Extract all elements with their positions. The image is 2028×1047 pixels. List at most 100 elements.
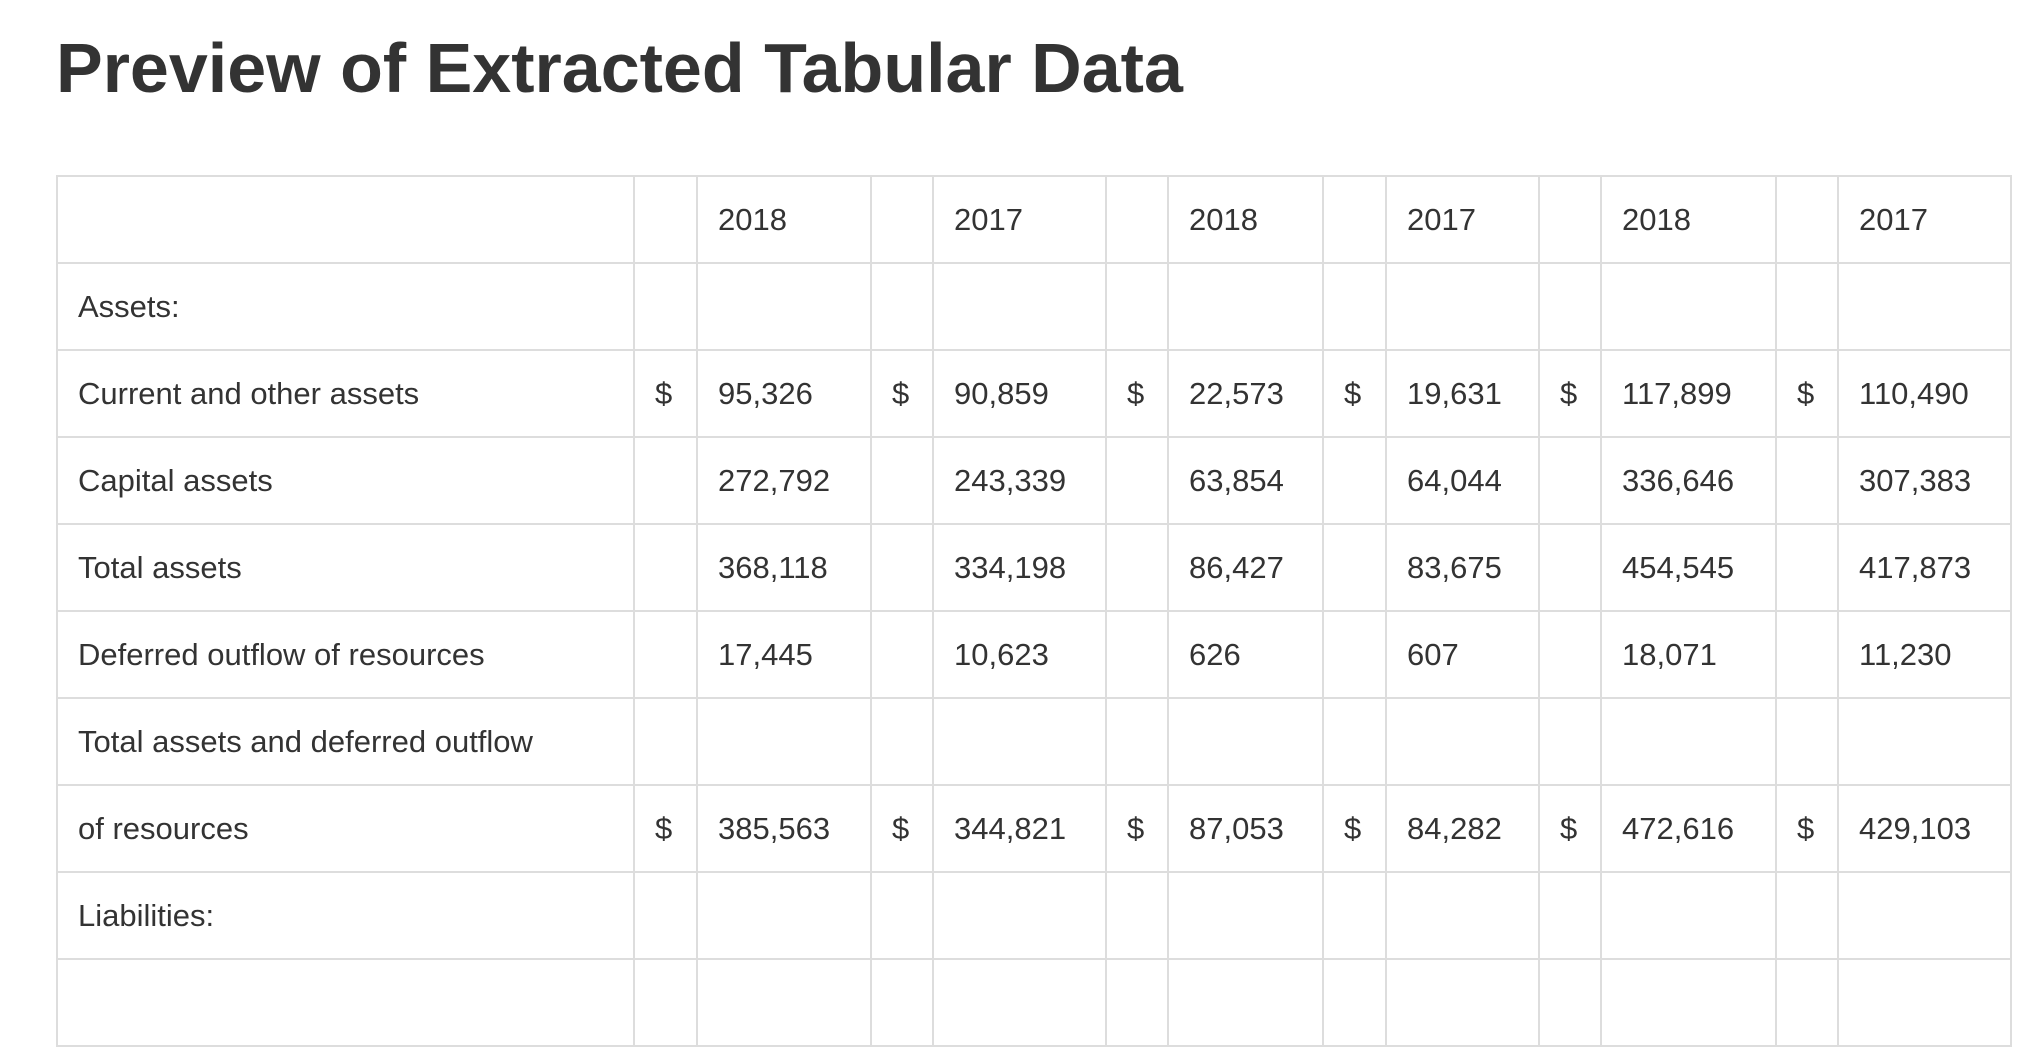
table-cell: 64,044: [1385, 436, 1540, 525]
table-row: Total assets and deferred outflow: [56, 697, 2012, 786]
table-cell: $: [1775, 349, 1839, 438]
table-row: Assets:: [56, 262, 2012, 351]
table-row: [56, 958, 2012, 1047]
table-cell: [1167, 697, 1324, 786]
table-cell: $: [633, 784, 698, 873]
table-cell: 429,103: [1837, 784, 2012, 873]
table-cell: Capital assets: [56, 436, 635, 525]
table-row: Capital assets 272,792 243,339 63,854 64,044…: [56, 436, 2012, 525]
table-cell: [870, 523, 934, 612]
table-cell: [1775, 610, 1839, 699]
table-cell: 2017: [932, 175, 1107, 264]
table-cell: [870, 175, 934, 264]
table-cell: 10,623: [932, 610, 1107, 699]
table-cell: Current and other assets: [56, 349, 635, 438]
table-cell: $: [1322, 784, 1387, 873]
table-cell: Assets:: [56, 262, 635, 351]
table-cell: $: [1538, 784, 1602, 873]
table-cell: [1322, 958, 1387, 1047]
table-cell: [1322, 610, 1387, 699]
table-cell: [1775, 175, 1839, 264]
table-cell: [696, 871, 872, 960]
table-cell: 18,071: [1600, 610, 1777, 699]
table-cell: [633, 871, 698, 960]
table-cell: $: [1538, 349, 1602, 438]
table-cell: [1105, 958, 1169, 1047]
table-cell: [1538, 436, 1602, 525]
table-cell: [1837, 958, 2012, 1047]
table-cell: [696, 262, 872, 351]
table-cell: [1600, 262, 1777, 351]
table-cell: [633, 175, 698, 264]
table-row: Current and other assets $95,326 $90,859 $2…: [56, 349, 2012, 438]
table-cell: 607: [1385, 610, 1540, 699]
table-cell: [696, 697, 872, 786]
table-cell: [1322, 175, 1387, 264]
table-cell: $: [633, 349, 698, 438]
table-cell: 385,563: [696, 784, 872, 873]
table-cell: [1837, 871, 2012, 960]
table-cell: 368,118: [696, 523, 872, 612]
table-cell: [56, 958, 635, 1047]
table-cell: $: [1105, 784, 1169, 873]
table-cell: 344,821: [932, 784, 1107, 873]
table-cell: [1322, 523, 1387, 612]
table-cell: [870, 262, 934, 351]
table-cell: [1322, 262, 1387, 351]
table-cell: [1105, 871, 1169, 960]
table-cell: 17,445: [696, 610, 872, 699]
table-cell: [1385, 262, 1540, 351]
table-cell: [870, 697, 934, 786]
table-row: Liabilities:: [56, 871, 2012, 960]
table-cell: 22,573: [1167, 349, 1324, 438]
table-cell: $: [870, 349, 934, 438]
table-cell: 19,631: [1385, 349, 1540, 438]
table-cell: 2018: [1600, 175, 1777, 264]
data-table: 2018 2017 2018 2017 2018 2017 Assets: Current a…: [56, 175, 2012, 1047]
table-cell: 110,490: [1837, 349, 2012, 438]
table-body: 2018 2017 2018 2017 2018 2017 Assets: Current a…: [56, 175, 2012, 1047]
table-cell: $: [1775, 784, 1839, 873]
page: {"header": {"title": "Preview of Extract…: [56, 29, 2012, 1047]
table-cell: [1105, 523, 1169, 612]
table-cell: 87,053: [1167, 784, 1324, 873]
table-cell: [1538, 262, 1602, 351]
table-cell: [633, 523, 698, 612]
table-cell: [1322, 871, 1387, 960]
table-cell: 334,198: [932, 523, 1107, 612]
table-cell: [1600, 697, 1777, 786]
table-cell: [1775, 523, 1839, 612]
table-cell: [56, 175, 635, 264]
table-cell: [1167, 958, 1324, 1047]
table-cell: [1105, 175, 1169, 264]
table-cell: [1600, 958, 1777, 1047]
header-row: 2018 2017 2018 2017 2018 2017: [56, 175, 2012, 264]
table-cell: [1385, 697, 1540, 786]
table-cell: 2018: [696, 175, 872, 264]
table-cell: [1538, 175, 1602, 264]
table-cell: $: [1105, 349, 1169, 438]
table-row: of resources $385,563 $344,821 $87,053 $84,2…: [56, 784, 2012, 873]
table-cell: [633, 697, 698, 786]
table-cell: [932, 871, 1107, 960]
table-cell: 11,230: [1837, 610, 2012, 699]
table-cell: 454,545: [1600, 523, 1777, 612]
table-cell: [1837, 697, 2012, 786]
table-cell: [870, 610, 934, 699]
page-body: Preview of Extracted Tabular Data 2018 20…: [56, 29, 2012, 1047]
table-cell: [870, 958, 934, 1047]
table-cell: [633, 958, 698, 1047]
table-cell: 83,675: [1385, 523, 1540, 612]
table-cell: [1167, 262, 1324, 351]
table-cell: 272,792: [696, 436, 872, 525]
table-cell: 336,646: [1600, 436, 1777, 525]
table-cell: [1538, 871, 1602, 960]
table-cell: 86,427: [1167, 523, 1324, 612]
table-cell: [1167, 871, 1324, 960]
table-cell: 95,326: [696, 349, 872, 438]
table-cell: 2018: [1167, 175, 1324, 264]
table-cell: 307,383: [1837, 436, 2012, 525]
page-title: Preview of Extracted Tabular Data: [56, 29, 1183, 107]
table-cell: 63,854: [1167, 436, 1324, 525]
table-row: Total assets 368,118 334,198 86,427 83,675 45…: [56, 523, 2012, 612]
